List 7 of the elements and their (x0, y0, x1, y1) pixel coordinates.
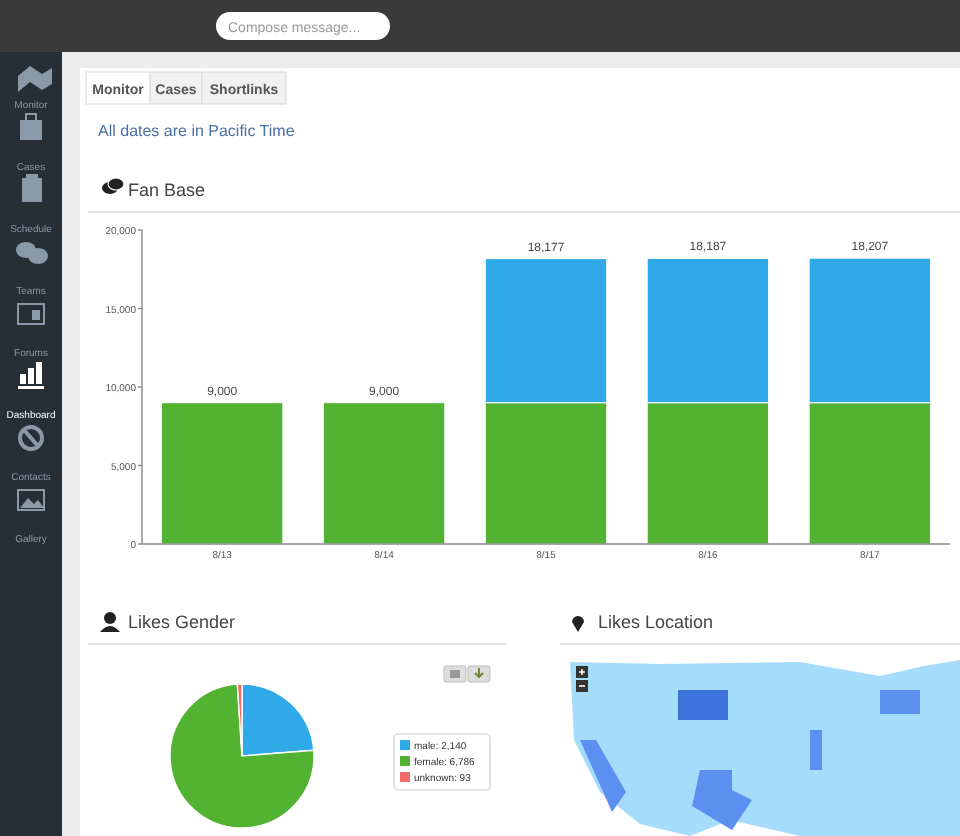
chart-title: Fan Base (128, 180, 206, 200)
chart-subtitle: All dates are in Pacific Time (98, 122, 296, 140)
bar (160, 402, 284, 545)
chart-title: Likes Gender (128, 612, 236, 632)
bar (322, 402, 446, 545)
pie-slice (169, 683, 315, 829)
text: Likes Location (598, 612, 714, 632)
